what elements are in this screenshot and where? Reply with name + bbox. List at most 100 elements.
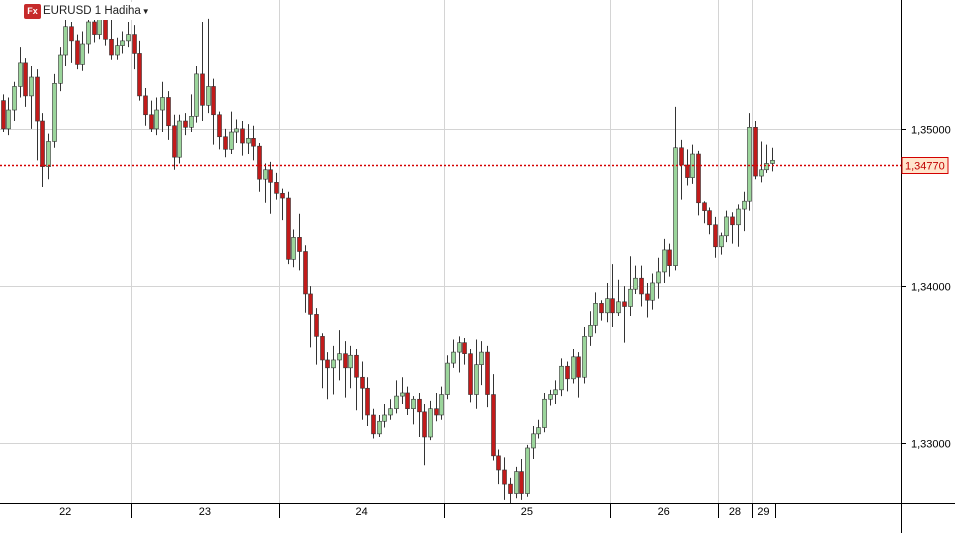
bearish-candle <box>183 120 188 128</box>
bullish-candle <box>18 62 23 87</box>
bearish-candle <box>308 293 313 315</box>
bullish-candle <box>445 362 450 395</box>
bullish-candle <box>571 356 576 380</box>
bearish-candle <box>200 73 205 106</box>
bearish-candle <box>217 114 222 138</box>
bearish-candle <box>1 100 6 130</box>
bearish-candle <box>696 153 701 204</box>
bearish-candle <box>753 127 758 177</box>
bearish-candle <box>485 351 490 395</box>
bullish-candle <box>525 447 530 494</box>
bullish-candle <box>633 277 638 290</box>
x-axis[interactable]: 22 23 24 25 26 28 29 <box>59 503 776 518</box>
bearish-candle <box>137 53 142 97</box>
bearish-candle <box>268 169 273 183</box>
bearish-candle <box>132 34 137 54</box>
bearish-candle <box>462 342 467 354</box>
bearish-candle <box>508 483 513 494</box>
bullish-candle <box>605 298 610 314</box>
bullish-candle <box>593 303 598 326</box>
bearish-candle <box>622 301 627 307</box>
chart-grid <box>0 0 901 503</box>
bearish-candle <box>422 411 427 438</box>
bearish-candle <box>519 471 524 494</box>
bullish-candle <box>263 169 268 180</box>
bearish-candle <box>502 469 507 485</box>
bearish-candle <box>320 336 325 361</box>
bearish-candle <box>434 408 439 416</box>
bullish-candle <box>770 160 775 164</box>
bearish-candle <box>610 298 615 314</box>
current-price-tag: 1,34770 <box>901 157 949 174</box>
y-tick-label: 1,34000 <box>911 282 951 294</box>
x-tick-label: 24 <box>355 506 367 518</box>
bullish-candle <box>382 414 387 422</box>
bearish-candle <box>69 26 74 42</box>
bearish-candle <box>280 193 285 199</box>
bullish-candle <box>764 163 769 171</box>
current-price-tag-bg <box>901 157 949 174</box>
bearish-candle <box>40 120 45 167</box>
x-tick-label: 29 <box>757 506 769 518</box>
bullish-candle <box>229 131 234 150</box>
bearish-candle <box>240 128 245 144</box>
bullish-candle <box>400 392 405 397</box>
bullish-candle <box>531 433 536 449</box>
bullish-candle <box>246 138 251 144</box>
bearish-candle <box>149 114 154 130</box>
bearish-candle <box>468 353 473 395</box>
bullish-candle <box>673 147 678 266</box>
bullish-candle <box>548 394 553 400</box>
bearish-candle <box>576 356 581 378</box>
bullish-candle <box>80 43 85 65</box>
bearish-candle <box>371 414 376 435</box>
bearish-candle <box>679 147 684 166</box>
bullish-candle <box>86 21 91 45</box>
bullish-candle <box>650 282 655 301</box>
bullish-candle <box>662 249 667 273</box>
bearish-candle <box>730 216 735 226</box>
bullish-candle <box>747 127 752 202</box>
bullish-candle <box>206 86 211 106</box>
bullish-candle <box>724 216 729 237</box>
bearish-candle <box>303 251 308 295</box>
bearish-candle <box>496 455 501 471</box>
y-axis[interactable]: 1,33000 1,34000 1,35000 <box>901 125 951 451</box>
bullish-candle <box>97 18 102 35</box>
bullish-candle <box>234 128 239 133</box>
x-tick-label: 25 <box>521 506 533 518</box>
bearish-candle <box>491 394 496 457</box>
bullish-candle <box>457 342 462 353</box>
bullish-candle <box>58 54 63 84</box>
bullish-candle <box>479 351 484 365</box>
bullish-candle <box>154 109 159 130</box>
bullish-candle <box>411 398 416 409</box>
bullish-candle <box>582 336 587 378</box>
y-tick-label: 1,35000 <box>911 125 951 137</box>
symbol-header[interactable]: Fx EURUSD 1 Hadiha ▼ <box>24 2 150 20</box>
bearish-candle <box>211 86 216 116</box>
bearish-candle <box>166 97 171 127</box>
symbol-timeframe-label[interactable]: EURUSD 1 Hadiha <box>43 5 141 17</box>
bearish-candle <box>325 359 330 369</box>
x-tick-label: 28 <box>729 506 741 518</box>
bullish-candle <box>736 208 741 226</box>
bullish-candle <box>559 365 564 391</box>
bearish-candle <box>702 202 707 211</box>
bearish-candle <box>143 95 148 116</box>
x-tick-label: 22 <box>59 506 71 518</box>
bullish-candle <box>514 471 519 494</box>
bearish-candle <box>251 138 256 147</box>
bearish-candle <box>707 210 712 226</box>
bullish-candle <box>588 325 593 337</box>
bearish-candle <box>354 354 359 378</box>
caret-down-icon[interactable]: ▼ <box>141 6 150 16</box>
bearish-candle <box>103 18 108 40</box>
bearish-candle <box>23 62 28 97</box>
bearish-candle <box>599 303 604 314</box>
bullish-candle <box>29 76 34 97</box>
bearish-candle <box>685 164 690 178</box>
bearish-candle <box>565 365 570 380</box>
bearish-candle <box>223 136 228 150</box>
